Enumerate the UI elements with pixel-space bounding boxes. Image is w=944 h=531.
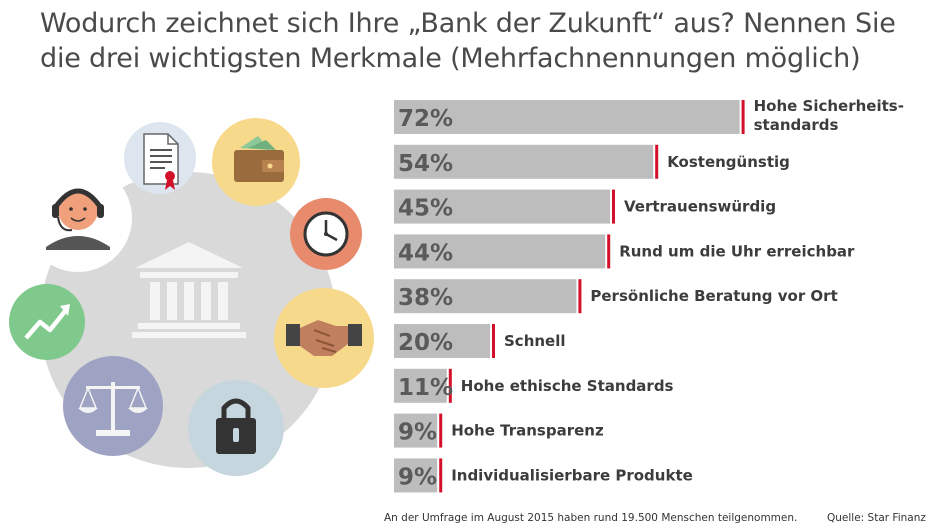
bar-marker: [607, 234, 611, 269]
value-label: 45%: [398, 196, 453, 222]
category-label: Persönliche Beratung vor Ort: [590, 287, 837, 305]
bar: [394, 324, 490, 358]
bar: [394, 144, 654, 179]
value-label: 38%: [398, 285, 453, 311]
bar: [394, 234, 606, 269]
category-label: Hohe Sicherheits-standards: [754, 97, 904, 134]
clock-icon: [290, 198, 362, 270]
bar-marker: [492, 324, 495, 358]
bar: [394, 100, 740, 134]
category-label: Vertrauenswürdig: [624, 198, 776, 216]
document-certificate-icon: [124, 122, 196, 194]
bar-marker: [741, 100, 745, 134]
value-label: 54%: [398, 151, 453, 177]
value-label: 44%: [398, 240, 453, 266]
handshake-icon: [274, 288, 374, 388]
footnote: An der Umfrage im August 2015 haben rund…: [384, 512, 798, 524]
bar: [394, 458, 438, 493]
call-center-agent-icon: [24, 164, 132, 272]
bar: [394, 279, 577, 314]
bank-building-icon: [132, 242, 246, 338]
source-note: Quelle: Star Finanz: [827, 512, 926, 524]
category-label: Individualisierbare Produkte: [451, 466, 693, 484]
illustration: [9, 118, 374, 476]
scales-icon: [63, 356, 163, 456]
value-label: 72%: [398, 106, 453, 132]
category-label: Kostengünstig: [667, 153, 790, 171]
category-label: Rund um die Uhr erreichbar: [619, 242, 855, 260]
bar-marker: [612, 189, 615, 224]
value-label: 20%: [398, 330, 453, 356]
category-label: Schnell: [504, 332, 566, 350]
bar: [394, 189, 610, 224]
bar: [394, 413, 438, 448]
value-label: 9%: [398, 464, 437, 490]
value-label: 11%: [398, 375, 453, 401]
category-label: Hohe Transparenz: [451, 422, 604, 440]
growth-chart-icon: [9, 284, 85, 360]
padlock-icon: [188, 380, 284, 476]
bar: [394, 368, 447, 403]
category-label: Hohe ethische Standards: [461, 377, 674, 395]
bar-marker: [655, 144, 659, 179]
bar-marker: [448, 368, 452, 403]
page-title: Wodurch zeichnet sich Ihre „Bank der Zuk…: [40, 8, 896, 74]
bar-marker: [439, 458, 443, 493]
wallet-icon: [212, 118, 300, 206]
value-label: 9%: [398, 420, 437, 446]
bar-marker: [439, 413, 443, 448]
bar-marker: [578, 279, 582, 314]
